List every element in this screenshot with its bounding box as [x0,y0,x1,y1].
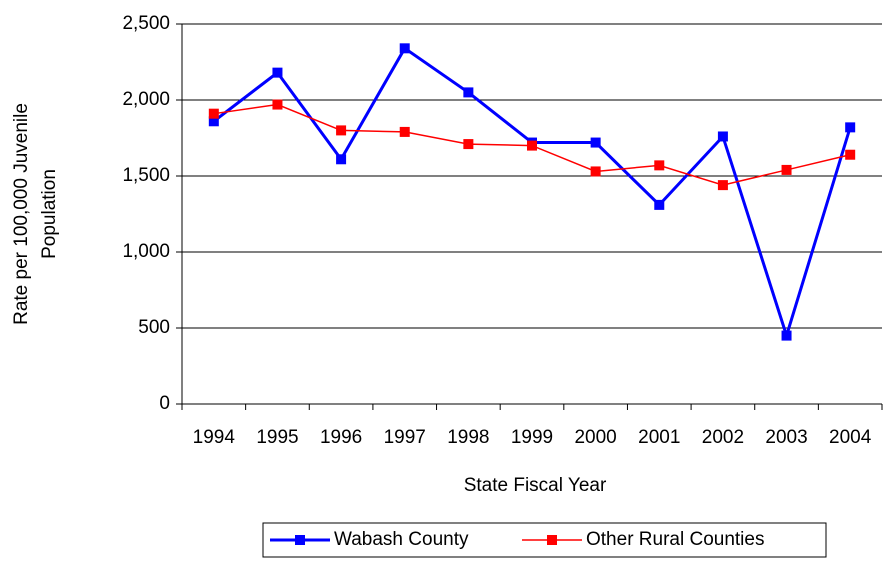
data-point [845,122,856,133]
y-tick-label: 500 [138,317,170,338]
data-point [590,137,601,148]
data-point [845,149,856,160]
data-point [463,139,474,150]
data-point [272,67,283,78]
data-point [208,108,219,119]
data-point [399,43,410,54]
y-tick-label: 1,000 [122,241,170,262]
data-point [463,87,474,98]
data-point [208,116,219,127]
data-point [781,164,792,175]
legend-marker [547,535,557,545]
data-point [399,126,410,137]
x-tick-label: 2000 [574,427,616,448]
y-axis-label: Population [39,169,60,259]
legend-label: Wabash County [334,529,469,550]
x-tick-label: 2004 [829,427,872,448]
y-tick-label: 0 [159,393,170,414]
x-tick-label: 1994 [193,427,236,448]
data-point [654,199,665,210]
x-tick-label: 1997 [384,427,426,448]
data-point [527,140,537,151]
x-tick-label: 2001 [638,427,680,448]
data-point [781,330,792,341]
data-point [717,180,728,191]
series-line [212,46,852,341]
y-tick-label: 2,000 [122,89,170,110]
y-axis-label: Rate per 100,000 Juvenile [11,103,32,325]
data-point [717,131,728,142]
x-tick-label: 2003 [765,427,807,448]
data-point [336,154,347,165]
y-tick-label: 2,500 [122,13,170,34]
x-axis-label: State Fiscal Year [464,475,607,496]
x-tick-label: 1996 [320,427,362,448]
data-point [590,166,601,177]
data-point [272,99,283,110]
x-tick-label: 1995 [256,427,298,448]
x-tick-label: 1998 [447,427,489,448]
x-tick-label: 2002 [702,427,744,448]
data-point [654,160,665,171]
y-tick-label: 1,500 [122,165,170,186]
legend-label: Other Rural Counties [586,529,764,550]
data-point [336,125,347,136]
legend-marker [295,535,305,545]
x-tick-label: 1999 [511,427,553,448]
